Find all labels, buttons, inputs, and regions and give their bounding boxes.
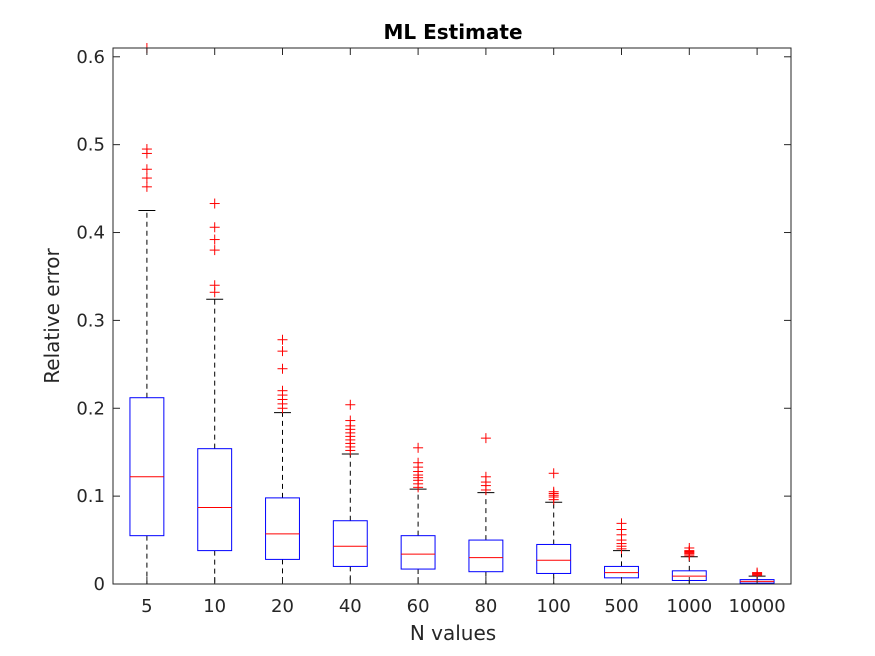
outlier-marker (209, 198, 220, 209)
y-axis: 0 0.1 0.2 0.3 0.4 0.5 0.6 (76, 47, 791, 595)
outlier-marker (277, 363, 288, 374)
outlier-marker (209, 280, 220, 291)
box-iqr (536, 543, 572, 574)
outlier-marker (413, 457, 424, 468)
outlier-marker (480, 471, 491, 482)
x-tick-label: 5 (141, 596, 152, 617)
outlier-marker (345, 415, 356, 426)
outlier-marker (209, 245, 220, 256)
outlier-marker (548, 468, 559, 479)
chart-title: ML Estimate (383, 20, 522, 44)
x-tick-label: 10000 (728, 596, 785, 617)
outlier-marker (752, 567, 763, 578)
box-group-5 (129, 43, 165, 585)
outlier-marker (277, 334, 288, 345)
y-tick-label: 0.3 (76, 310, 105, 331)
outlier-marker (141, 144, 152, 155)
y-tick-label: 0.5 (76, 135, 105, 156)
outlier-marker (684, 542, 695, 553)
x-axis: 5 10 20 40 60 80 100 500 1000 10000 (141, 48, 786, 617)
x-tick-label: 80 (474, 596, 497, 617)
x-tick-label: 60 (407, 596, 430, 617)
box-iqr (400, 535, 436, 570)
outlier-marker (480, 433, 491, 444)
x-tick-label: 20 (271, 596, 294, 617)
x-tick-label: 500 (604, 596, 638, 617)
box-iqr (129, 397, 165, 537)
axes-frame (112, 47, 792, 585)
outlier-marker (141, 181, 152, 192)
y-axis-label: Relative error (40, 248, 64, 384)
x-tick-label: 10 (203, 596, 226, 617)
outlier-marker (209, 234, 220, 245)
outlier-marker (548, 486, 559, 497)
y-tick-label: 0.1 (76, 486, 105, 507)
box-iqr (332, 520, 368, 567)
y-tick-label: 0.2 (76, 398, 105, 419)
box-group-40 (332, 399, 368, 585)
x-tick-label: 100 (537, 596, 571, 617)
box-iqr (468, 539, 504, 573)
outlier-marker (141, 164, 152, 175)
box-group-80 (468, 433, 504, 585)
outlier-marker (413, 442, 424, 453)
outlier-marker (616, 518, 627, 529)
y-tick-label: 0.4 (76, 223, 105, 244)
box-iqr (265, 497, 300, 560)
y-tick-label: 0.6 (76, 47, 105, 68)
x-tick-label: 1000 (666, 596, 712, 617)
box-iqr (197, 448, 233, 552)
x-axis-label: N values (410, 621, 496, 645)
x-tick-label: 40 (339, 596, 362, 617)
outlier-marker (141, 173, 152, 184)
y-tick-label: 0 (94, 574, 105, 595)
outlier-marker (345, 399, 356, 410)
box-group-20 (265, 334, 300, 585)
outlier-marker (277, 346, 288, 357)
outlier-marker (277, 385, 288, 396)
outlier-marker (209, 222, 220, 233)
